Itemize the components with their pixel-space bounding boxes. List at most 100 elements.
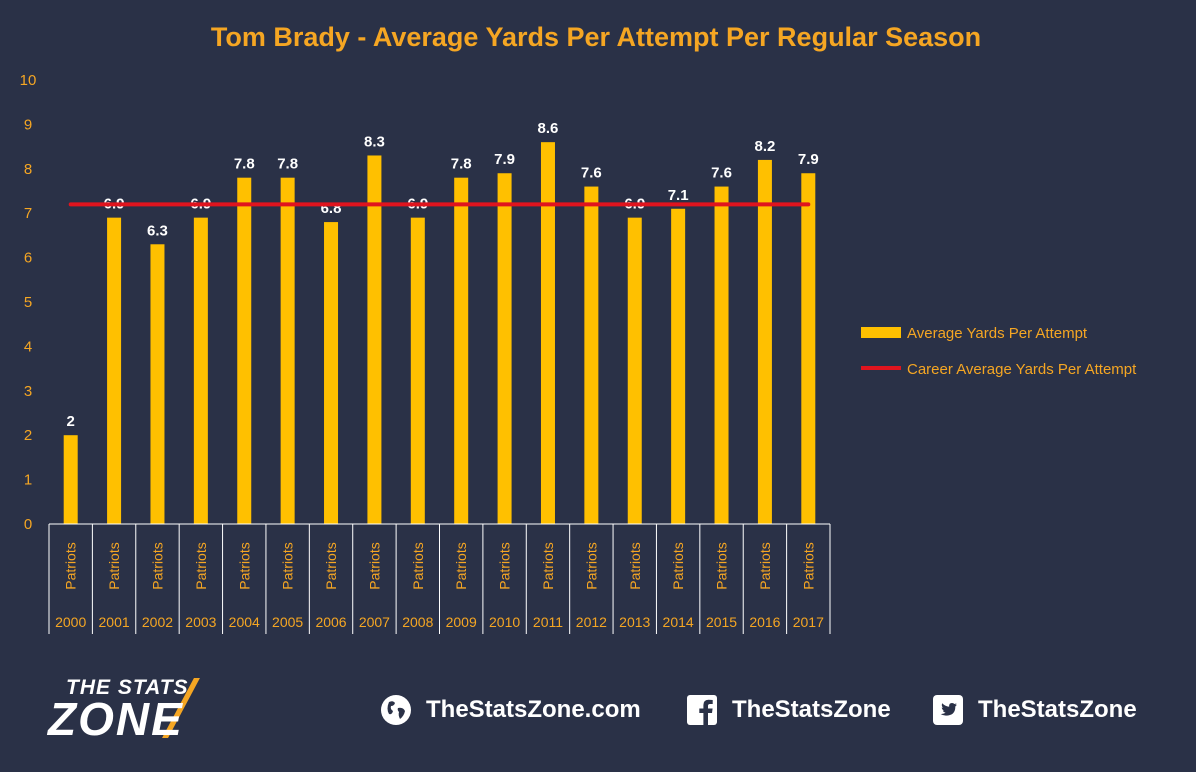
legend-swatch-line bbox=[861, 366, 901, 370]
x-year-label: 2000 bbox=[55, 614, 86, 630]
x-team-label: Patriots bbox=[757, 542, 773, 589]
bars bbox=[63, 142, 816, 525]
y-tick-label: 5 bbox=[24, 294, 32, 311]
x-team-label: Patriots bbox=[800, 542, 816, 589]
x-team-label: Patriots bbox=[583, 542, 599, 589]
x-year-label: 2005 bbox=[272, 614, 303, 630]
bar bbox=[671, 208, 686, 524]
data-label: 8.6 bbox=[538, 120, 559, 137]
x-team-label: Patriots bbox=[323, 542, 339, 589]
legend-label-bar: Average Yards Per Attempt bbox=[907, 325, 1088, 342]
data-label: 7.1 bbox=[668, 187, 689, 204]
globe-icon bbox=[380, 694, 412, 726]
data-label: 7.8 bbox=[234, 156, 255, 173]
x-year-label: 2014 bbox=[663, 614, 694, 630]
bar bbox=[150, 244, 165, 524]
y-tick-label: 2 bbox=[24, 427, 32, 444]
x-year-label: 2008 bbox=[402, 614, 433, 630]
footer: THE STATS ZONE TheStatsZone.com TheStats… bbox=[0, 662, 1196, 762]
twitter-icon bbox=[932, 694, 964, 726]
bar bbox=[497, 173, 512, 525]
bar bbox=[410, 217, 425, 524]
website-text: TheStatsZone.com bbox=[426, 696, 641, 723]
x-year-label: 2013 bbox=[619, 614, 650, 630]
facebook-link[interactable]: TheStatsZone bbox=[686, 692, 891, 728]
y-tick-label: 7 bbox=[24, 205, 32, 222]
bar bbox=[454, 177, 469, 524]
bar bbox=[540, 142, 555, 524]
data-label: 7.8 bbox=[277, 156, 298, 173]
x-year-label: 2002 bbox=[142, 614, 173, 630]
x-team-label: Patriots bbox=[714, 542, 730, 589]
y-tick-label: 8 bbox=[24, 161, 32, 178]
chart-title: Tom Brady - Average Yards Per Attempt Pe… bbox=[211, 22, 981, 52]
x-axis: Patriots 2000 Patriots 2001 Patriots 2002 Patr… bbox=[48, 523, 831, 634]
x-year-label: 2006 bbox=[315, 614, 346, 630]
x-team-label: Patriots bbox=[280, 542, 296, 589]
x-team-label: Patriots bbox=[670, 542, 686, 589]
x-year-label: 2010 bbox=[489, 614, 520, 630]
bar bbox=[367, 155, 382, 525]
logo-line2: ZONE bbox=[48, 693, 184, 745]
x-year-label: 2011 bbox=[533, 614, 563, 630]
legend-label-line: Career Average Yards Per Attempt bbox=[907, 361, 1137, 378]
data-label: 2 bbox=[67, 413, 75, 430]
data-label: 8.2 bbox=[754, 138, 775, 155]
data-label: 7.6 bbox=[711, 165, 732, 182]
y-tick-label: 4 bbox=[24, 338, 32, 355]
data-labels: 26.96.36.97.87.86.88.36.97.87.98.67.66.9… bbox=[67, 120, 819, 430]
twitter-link[interactable]: TheStatsZone bbox=[932, 692, 1137, 728]
y-tick-label: 1 bbox=[24, 472, 32, 489]
x-team-label: Patriots bbox=[236, 542, 252, 589]
legend-swatch-bar bbox=[861, 327, 901, 338]
facebook-text: TheStatsZone bbox=[732, 696, 891, 723]
x-year-label: 2017 bbox=[793, 614, 824, 630]
x-team-label: Patriots bbox=[497, 542, 513, 589]
x-team-label: Patriots bbox=[627, 542, 643, 589]
legend: Average Yards Per Attempt Career Average… bbox=[861, 325, 1137, 378]
y-tick-label: 10 bbox=[20, 72, 37, 89]
x-year-label: 2012 bbox=[576, 614, 607, 630]
data-label: 7.9 bbox=[798, 151, 819, 168]
bar bbox=[714, 186, 729, 524]
x-year-label: 2016 bbox=[749, 614, 780, 630]
data-label: 7.9 bbox=[494, 151, 515, 168]
x-team-label: Patriots bbox=[366, 542, 382, 589]
y-tick-label: 9 bbox=[24, 116, 32, 133]
x-team-label: Patriots bbox=[63, 542, 79, 589]
x-team-label: Patriots bbox=[193, 542, 209, 589]
data-label: 7.8 bbox=[451, 156, 472, 173]
data-label: 8.3 bbox=[364, 133, 385, 150]
data-label: 6.3 bbox=[147, 222, 168, 239]
website-link[interactable]: TheStatsZone.com bbox=[380, 692, 641, 728]
x-team-label: Patriots bbox=[149, 542, 165, 589]
x-year-label: 2009 bbox=[446, 614, 477, 630]
bar bbox=[280, 177, 295, 524]
bar bbox=[237, 177, 252, 524]
x-team-label: Patriots bbox=[453, 542, 469, 589]
x-year-label: 2015 bbox=[706, 614, 737, 630]
y-axis: 0 1 2 3 4 5 6 7 8 9 10 bbox=[20, 72, 37, 533]
x-year-label: 2004 bbox=[229, 614, 260, 630]
x-team-label: Patriots bbox=[106, 542, 122, 589]
twitter-text: TheStatsZone bbox=[978, 696, 1137, 723]
facebook-icon bbox=[686, 694, 718, 726]
y-tick-label: 0 bbox=[24, 516, 32, 533]
logo-line1: THE STATS bbox=[66, 676, 189, 699]
x-year-label: 2003 bbox=[185, 614, 216, 630]
bar bbox=[107, 217, 122, 524]
bar bbox=[584, 186, 599, 524]
bar bbox=[627, 217, 642, 524]
chart: Tom Brady - Average Yards Per Attempt Pe… bbox=[20, 22, 1137, 634]
bar bbox=[801, 173, 816, 525]
x-team-label: Patriots bbox=[410, 542, 426, 589]
x-team-label: Patriots bbox=[540, 542, 556, 589]
logo: THE STATS ZONE bbox=[48, 670, 258, 750]
bar bbox=[324, 222, 339, 524]
bar bbox=[757, 159, 772, 525]
y-tick-label: 6 bbox=[24, 250, 32, 267]
y-tick-label: 3 bbox=[24, 383, 32, 400]
x-year-label: 2007 bbox=[359, 614, 390, 630]
bar bbox=[63, 435, 78, 524]
bar bbox=[193, 217, 208, 524]
